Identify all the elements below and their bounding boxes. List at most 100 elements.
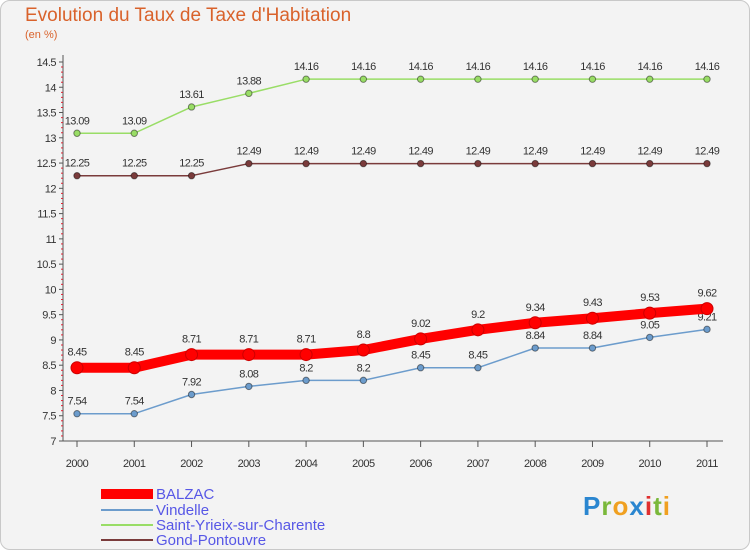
data-point bbox=[414, 332, 428, 346]
data-point bbox=[703, 325, 711, 334]
data-point bbox=[70, 361, 84, 375]
data-point bbox=[474, 364, 482, 372]
data-label: 8.71 bbox=[182, 334, 201, 346]
y-tick-label: 10.5 bbox=[37, 259, 57, 271]
x-tick-label: 2007 bbox=[467, 458, 490, 470]
data-label: 8.2 bbox=[357, 362, 371, 374]
y-tick-label: 7 bbox=[50, 436, 56, 448]
data-point bbox=[73, 410, 81, 418]
data-label: 14.16 bbox=[695, 61, 720, 73]
x-tick-label: 2001 bbox=[123, 458, 146, 470]
data-label: 9.62 bbox=[697, 288, 716, 300]
logo-letter: i bbox=[644, 491, 654, 521]
y-tick-label: 10 bbox=[45, 284, 57, 296]
data-point bbox=[302, 75, 310, 83]
series-line-3 bbox=[76, 162, 708, 177]
data-label: 14.16 bbox=[408, 61, 433, 73]
y-tick-label: 12.5 bbox=[37, 158, 57, 170]
data-point bbox=[588, 75, 597, 83]
data-point bbox=[245, 89, 253, 98]
data-label: 12.49 bbox=[294, 146, 319, 158]
x-tick-label: 2002 bbox=[180, 458, 203, 470]
data-point bbox=[359, 159, 368, 168]
proxiti-logo: Proxiti bbox=[583, 491, 671, 522]
data-label: 12.49 bbox=[695, 146, 720, 158]
series-line-1 bbox=[76, 328, 708, 415]
data-point bbox=[416, 75, 425, 83]
data-label: 8.84 bbox=[583, 330, 602, 342]
data-point bbox=[703, 159, 711, 168]
data-point bbox=[299, 348, 313, 362]
legend-item-gond-pontouvre: Gond-Pontouvre bbox=[101, 531, 267, 549]
data-label: 12.49 bbox=[637, 146, 662, 158]
legend-item-vindelle: Vindelle bbox=[101, 502, 209, 519]
y-tick-label: 14.5 bbox=[37, 57, 57, 69]
data-label: 12.49 bbox=[466, 146, 491, 158]
y-tick-label: 13 bbox=[45, 133, 57, 145]
data-point bbox=[359, 376, 368, 385]
logo-letter: P bbox=[583, 491, 602, 521]
data-label: 8.45 bbox=[468, 350, 487, 362]
x-tick-label: 2005 bbox=[352, 458, 375, 470]
x-tick-label: 2004 bbox=[295, 458, 318, 470]
data-point bbox=[700, 302, 714, 316]
logo-letter: x bbox=[629, 491, 645, 521]
data-point bbox=[585, 311, 599, 325]
data-point bbox=[646, 75, 654, 83]
data-point bbox=[73, 172, 81, 180]
data-point bbox=[73, 129, 81, 137]
series-line-2 bbox=[76, 78, 708, 135]
data-label: 14.16 bbox=[294, 61, 319, 73]
data-point bbox=[187, 390, 196, 399]
data-label: 14.16 bbox=[523, 61, 548, 73]
data-label: 12.49 bbox=[237, 146, 262, 158]
data-label: 7.54 bbox=[125, 396, 144, 408]
data-label: 9.2 bbox=[471, 309, 485, 321]
x-tick-label: 2000 bbox=[66, 458, 89, 470]
data-label: 12.25 bbox=[179, 158, 204, 170]
data-point bbox=[528, 316, 542, 330]
y-tick-label: 11.5 bbox=[37, 209, 56, 221]
data-point bbox=[185, 348, 199, 362]
data-point bbox=[531, 344, 539, 352]
series-line-0 bbox=[72, 303, 712, 373]
x-tick-label: 2010 bbox=[638, 458, 661, 470]
legend-swatch-balzac bbox=[101, 489, 153, 499]
data-point bbox=[646, 333, 654, 342]
legend-item-balzac: BALZAC bbox=[101, 485, 215, 503]
x-tick-label: 2011 bbox=[696, 458, 718, 470]
data-label: 14.16 bbox=[351, 61, 376, 73]
data-point bbox=[588, 344, 597, 352]
data-label: 14.16 bbox=[580, 61, 605, 73]
logo-letter: i bbox=[662, 491, 671, 521]
data-label: 12.25 bbox=[65, 158, 90, 170]
data-label: 9.43 bbox=[583, 297, 602, 309]
y-tick-label: 8.5 bbox=[42, 360, 56, 372]
data-label: 9.34 bbox=[526, 302, 545, 314]
data-label: 12.49 bbox=[580, 146, 605, 158]
data-label: 14.16 bbox=[637, 61, 662, 73]
data-label: 7.92 bbox=[182, 377, 201, 389]
legend-swatch-saint-yrieix bbox=[101, 524, 153, 526]
data-point bbox=[187, 172, 196, 180]
legend-label-gond-pontouvre: Gond-Pontouvre bbox=[156, 531, 267, 549]
data-label: 9.05 bbox=[640, 319, 659, 331]
data-point bbox=[242, 348, 256, 362]
data-label: 9.02 bbox=[411, 318, 430, 330]
data-point bbox=[703, 75, 711, 83]
data-label: 8.8 bbox=[357, 329, 371, 341]
data-point bbox=[471, 323, 485, 337]
data-point bbox=[187, 103, 196, 111]
data-label: 8.71 bbox=[297, 334, 316, 346]
data-label: 7.54 bbox=[67, 396, 86, 408]
data-point bbox=[646, 159, 654, 168]
data-label: 12.49 bbox=[408, 146, 433, 158]
logo-letter: r bbox=[601, 491, 613, 521]
data-label: 8.2 bbox=[299, 362, 313, 374]
legend-label-balzac: BALZAC bbox=[156, 485, 215, 503]
chart-subtitle: (en %) bbox=[25, 29, 58, 41]
logo-letter: o bbox=[612, 491, 630, 521]
y-tick-label: 9.5 bbox=[42, 310, 56, 322]
data-point bbox=[474, 159, 482, 168]
